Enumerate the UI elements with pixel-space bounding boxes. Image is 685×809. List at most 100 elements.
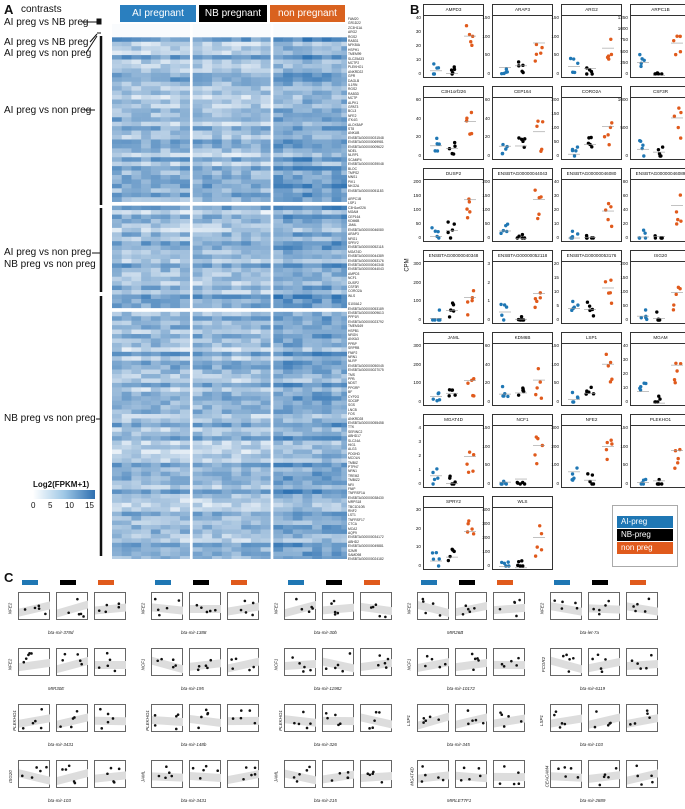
heatmap-cell (131, 449, 142, 455)
heatmap-cell (341, 387, 347, 393)
heatmap-cell (302, 547, 313, 552)
heatmap-cell (131, 103, 142, 109)
heatmap-cell (179, 241, 190, 246)
heatmap-cell (231, 86, 242, 91)
heatmap-cell (131, 498, 142, 504)
dotplot-point (607, 57, 611, 61)
dotplot-ytick: 0 (556, 317, 559, 322)
heatmap-cell (202, 422, 213, 428)
heatmap-cell (131, 46, 142, 51)
heatmap-cell (170, 529, 181, 535)
dotplot-ytick: 200 (413, 279, 421, 285)
heatmap-cell (192, 400, 203, 406)
cor-point (197, 726, 200, 730)
heatmap-cell (112, 214, 123, 220)
heatmap-cell (283, 263, 294, 269)
heatmap-cell (212, 502, 223, 508)
heatmap-cell (283, 32, 294, 38)
heatmap-cell (221, 507, 232, 512)
heatmap-cell (231, 374, 242, 379)
heatmap-cell (202, 533, 213, 539)
heatmap-cell (121, 77, 132, 83)
dotplot-point (517, 234, 521, 238)
heatmap-cell (283, 431, 294, 437)
heatmap-cell (160, 525, 171, 530)
heatmap-cell (170, 382, 181, 388)
heatmap-cell (212, 369, 223, 375)
heatmap-cell (192, 126, 203, 131)
heatmap-cell (131, 267, 142, 273)
heatmap-cell (312, 520, 323, 526)
heatmap-cell (241, 267, 252, 273)
heatmap-cell (150, 245, 161, 251)
heatmap-cell (192, 236, 203, 242)
heatmap-cell (283, 28, 294, 34)
heatmap-cell (212, 59, 223, 65)
heatmap-cell (250, 525, 261, 530)
heatmap-gene-label: PPP1R (348, 315, 359, 320)
heatmap-cell (331, 37, 342, 43)
heatmap-cell (121, 476, 132, 481)
heatmap-cell (179, 290, 190, 295)
heatmap-cell (283, 507, 294, 512)
heatmap-cell (202, 130, 213, 136)
cor-point (646, 712, 649, 715)
heatmap-cell (312, 303, 323, 309)
dotplot-ytick: 750 (620, 37, 628, 43)
heatmap-cell (331, 547, 342, 552)
heatmap-cell (160, 267, 171, 273)
heatmap-gene-label: SGS (348, 403, 355, 408)
heatmap-cell (221, 37, 232, 43)
heatmap-cell (312, 108, 323, 114)
cor-point (443, 662, 447, 666)
heatmap-cell (302, 374, 313, 379)
heatmap-cell (302, 440, 313, 446)
heatmap-cell (192, 55, 203, 60)
heatmap-cell (131, 197, 142, 202)
heatmap-cell (260, 516, 271, 521)
heatmap-cell (302, 37, 313, 43)
heatmap-cell (331, 205, 342, 211)
cor-point (106, 664, 110, 668)
cor-band (589, 657, 620, 673)
dotplot-wls: WLS 400 300 200 100 0 (482, 496, 553, 570)
heatmap-cell (231, 525, 242, 530)
dotplot-ensbtag00000053176: ENSBTAG00000053176 20 15 10 5 0 (554, 250, 622, 324)
dotplot-point (609, 52, 614, 57)
heatmap-cell (192, 59, 203, 65)
dotplot-title: ENSBTAG00000052118 (493, 251, 552, 262)
heatmap-cell (221, 498, 232, 504)
heatmap-cell (231, 347, 242, 353)
dotplot-ytick: 0 (418, 153, 421, 158)
heatmap-cell (192, 68, 203, 74)
heatmap-cell (341, 294, 347, 300)
heatmap-cell (121, 130, 132, 136)
heatmap-cell (221, 547, 232, 552)
heatmap-cell (150, 143, 161, 149)
heatmap-cell (121, 396, 132, 401)
heatmap-cell (312, 449, 323, 455)
heatmap-cell (170, 41, 181, 47)
cor-point (378, 654, 382, 657)
heatmap-cell (273, 59, 284, 65)
dotplot-point (471, 469, 475, 473)
heatmap-cell (112, 378, 123, 384)
heatmap-cell (321, 538, 332, 544)
heatmap-cell (192, 533, 203, 539)
heatmap-cell (160, 175, 171, 180)
heatmap-cell (160, 290, 171, 295)
heatmap-cell (241, 148, 252, 154)
heatmap-cell (283, 449, 294, 455)
heatmap-cell (221, 179, 232, 185)
heatmap-cell (283, 529, 294, 535)
heatmap-cell (202, 449, 213, 455)
heatmap-cell (160, 95, 171, 100)
heatmap-cell (292, 63, 303, 69)
dotplot-point (507, 564, 511, 568)
heatmap-cell (283, 334, 294, 339)
heatmap-cell (192, 471, 203, 477)
heatmap-cell (331, 551, 342, 557)
heatmap-cell (231, 471, 242, 477)
heatmap-cell (131, 135, 142, 140)
dotplot-points (430, 450, 476, 486)
